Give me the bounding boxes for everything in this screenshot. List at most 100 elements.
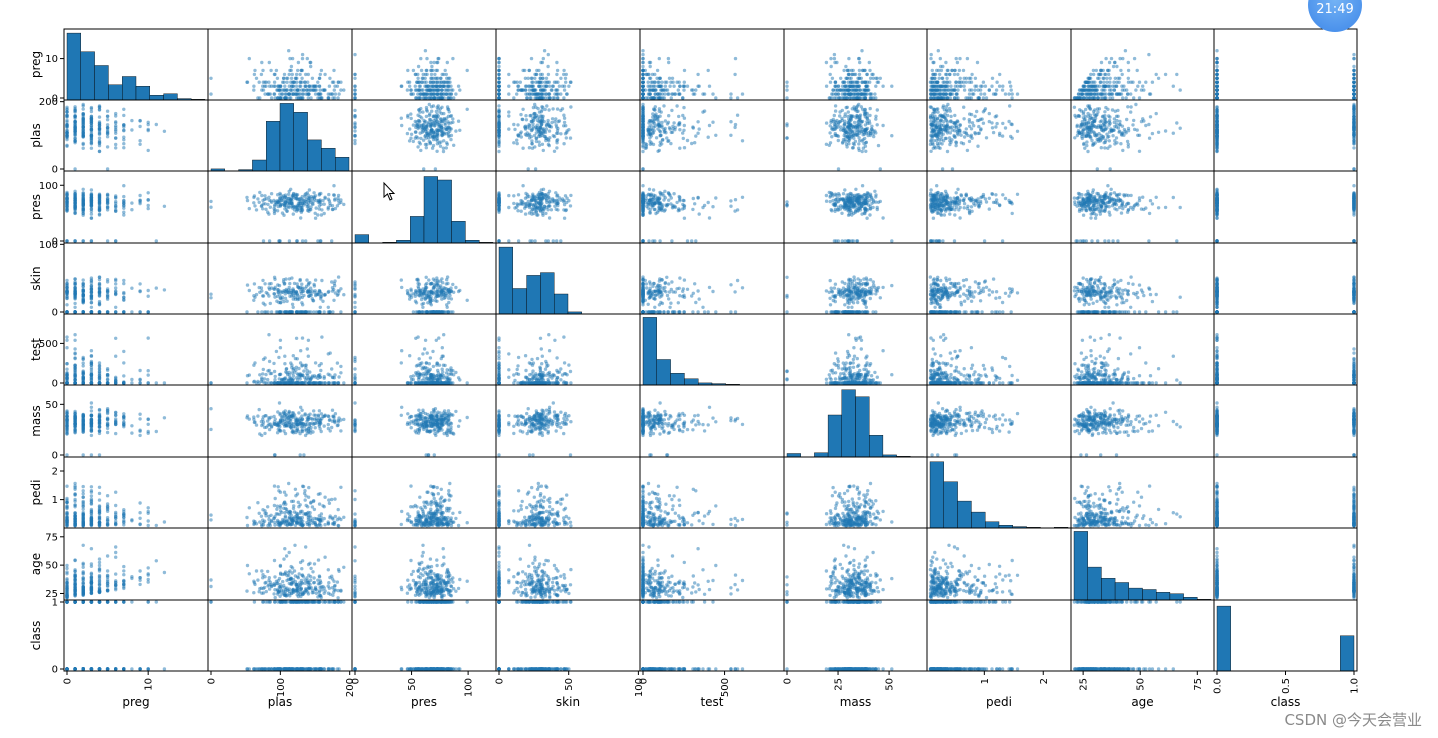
point-pres-plas-189 — [312, 191, 316, 195]
point-pres-plas-245 — [259, 204, 264, 208]
hist-bar-plas-6 — [293, 112, 308, 172]
point-preg-mass-214 — [864, 84, 868, 88]
point-plas-preg-207 — [89, 121, 94, 125]
point-preg-mass-221 — [850, 84, 854, 88]
point-preg-mass-207 — [824, 84, 829, 88]
point-plas-skin-255 — [554, 131, 559, 136]
point-plas-age-180 — [1108, 115, 1112, 119]
point-plas-test-237 — [682, 128, 686, 132]
point-plas-preg-213 — [130, 118, 134, 123]
point-plas-preg-138 — [122, 123, 126, 127]
hist-bar-pres-6 — [437, 179, 452, 244]
point-preg-test-98 — [655, 68, 660, 73]
point-plas-test-193 — [648, 139, 652, 144]
point-plas-mass-52 — [875, 123, 879, 127]
point-preg-pedi-41 — [1010, 96, 1014, 100]
point-preg-pres-247 — [429, 68, 434, 73]
point-plas-skin-182 — [552, 149, 557, 153]
point-plas-skin-226 — [548, 124, 552, 128]
point-preg-skin-90 — [544, 92, 548, 96]
point-plas-age-243 — [1096, 124, 1101, 128]
point-pres-preg-258 — [65, 239, 69, 243]
point-preg-age-191 — [1080, 92, 1085, 96]
point-preg-age-159 — [1102, 76, 1106, 81]
point-preg-pedi-214 — [979, 84, 983, 88]
point-preg-pres-211 — [458, 88, 462, 92]
point-plas-mass-169 — [785, 124, 789, 128]
point-preg-mass-149 — [876, 80, 881, 84]
point-pres-plas-230 — [327, 192, 331, 197]
point-plas-test-175 — [673, 128, 677, 132]
point-preg-pedi-215 — [937, 76, 941, 81]
point-plas-pedi-111 — [969, 133, 974, 137]
point-plas-preg-202 — [89, 140, 94, 144]
point-preg-age-220 — [1113, 76, 1118, 81]
point-plas-mass-177 — [854, 105, 859, 109]
point-preg-pres-182 — [435, 80, 439, 84]
point-preg-pres-257 — [425, 56, 429, 61]
point-preg-age-252 — [1086, 88, 1090, 92]
point-plas-age-147 — [1114, 136, 1119, 140]
point-preg-age-185 — [1126, 68, 1131, 73]
point-plas-age-205 — [1099, 146, 1104, 150]
point-plas-preg-171 — [138, 118, 142, 123]
point-plas-pres-167 — [409, 116, 413, 121]
point-plas-preg-240 — [65, 131, 69, 135]
point-preg-age-256 — [1136, 84, 1140, 88]
point-preg-mass-186 — [834, 92, 838, 96]
point-preg-mass-215 — [847, 76, 852, 81]
point-plas-pedi-124 — [962, 117, 966, 121]
point-plas-pres-247 — [429, 128, 434, 132]
point-preg-test-218 — [693, 92, 697, 96]
point-preg-pedi-160 — [950, 88, 954, 92]
point-preg-test-235 — [641, 76, 645, 81]
point-preg-age-164 — [1125, 88, 1129, 92]
point-plas-class-256 — [1215, 133, 1219, 137]
point-preg-pedi-187 — [932, 76, 937, 81]
point-plas-pres-62 — [441, 149, 446, 154]
point-plas-age-178 — [1148, 115, 1153, 119]
point-preg-plas-166 — [304, 72, 308, 77]
point-plas-mass-153 — [863, 123, 868, 127]
point-preg-plas-180 — [316, 80, 320, 84]
point-preg-plas-258 — [319, 96, 323, 100]
point-plas-age-167 — [1090, 116, 1095, 121]
point-preg-test-257 — [641, 56, 645, 61]
point-plas-age-250 — [1098, 120, 1103, 124]
point-plas-mass-233 — [838, 114, 842, 118]
point-plas-pedi-227 — [984, 136, 989, 140]
point-preg-mass-231 — [860, 49, 864, 53]
point-preg-pedi-207 — [953, 84, 957, 88]
point-preg-age-193 — [1125, 92, 1130, 96]
point-preg-plas-57 — [269, 96, 274, 100]
point-plas-pres-89 — [436, 139, 440, 143]
point-preg-pedi-98 — [930, 68, 934, 73]
point-preg-test-36 — [672, 84, 676, 88]
point-plas-skin-256 — [527, 133, 531, 137]
point-plas-test-160 — [691, 125, 695, 129]
point-preg-plas-216 — [288, 96, 292, 100]
point-plas-age-174 — [1073, 113, 1077, 118]
point-plas-mass-246 — [828, 141, 833, 145]
point-preg-pres-223 — [353, 52, 357, 57]
hist-bar-preg-4 — [121, 76, 137, 101]
point-plas-pedi-161 — [935, 107, 939, 112]
point-pres-plas-211 — [289, 187, 293, 191]
point-preg-age-137 — [1086, 76, 1090, 81]
point-pres-preg-228 — [65, 199, 69, 203]
point-plas-skin-157 — [555, 107, 560, 111]
point-preg-test-35 — [733, 72, 737, 77]
point-pres-plas-196 — [283, 207, 287, 211]
point-plas-age-88 — [1116, 126, 1121, 130]
point-preg-age-240 — [1077, 96, 1082, 100]
point-pres-skin-204 — [544, 197, 549, 201]
point-plas-preg-63 — [146, 148, 150, 153]
point-plas-pres-103 — [438, 144, 443, 148]
point-plas-skin-9 — [519, 112, 523, 117]
point-preg-skin-171 — [497, 60, 501, 65]
point-preg-skin-231 — [542, 49, 547, 53]
point-pres-plas-205 — [253, 204, 257, 208]
point-plas-mass-252 — [864, 111, 868, 116]
point-plas-preg-5 — [122, 113, 126, 118]
point-plas-pedi-88 — [1003, 126, 1008, 130]
